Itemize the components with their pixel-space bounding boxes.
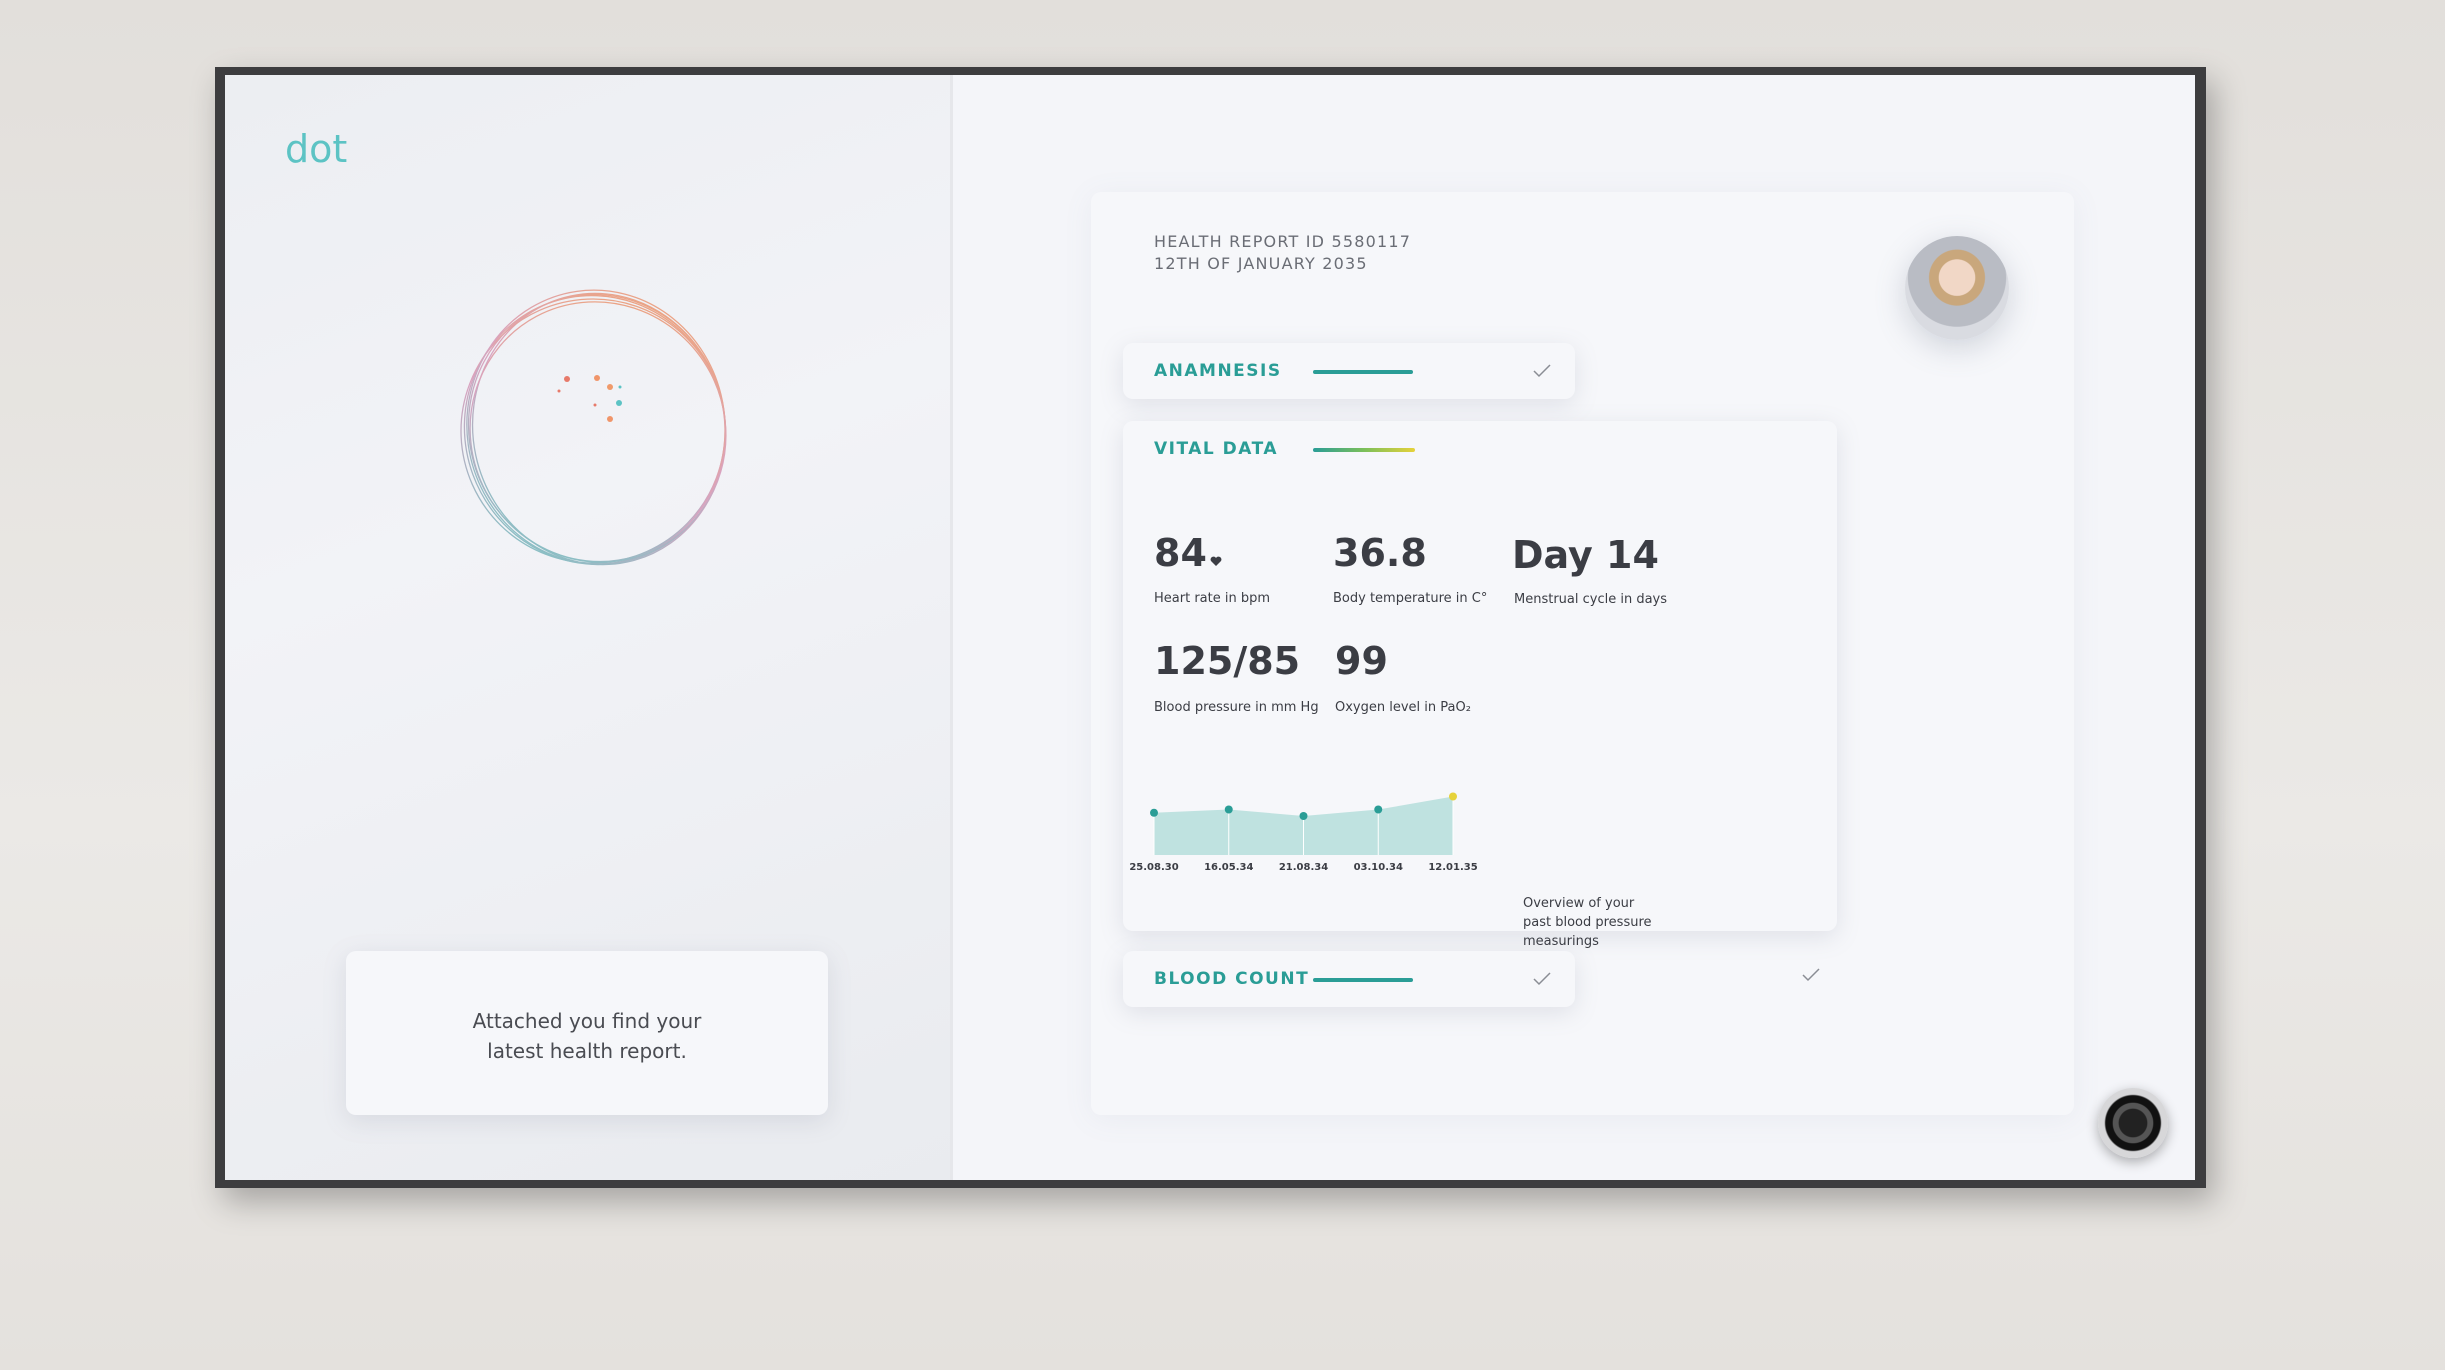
progress-bar xyxy=(1313,978,1413,982)
heart-icon xyxy=(1210,556,1222,566)
x-tick-label: 03.10.34 xyxy=(1354,862,1403,873)
camera xyxy=(2098,1088,2168,1158)
vital-label: Blood pressure in mm Hg xyxy=(1154,700,1319,715)
vital-label: Heart rate in bpm xyxy=(1154,591,1271,606)
check-icon xyxy=(1533,972,1551,986)
report-id: HEALTH REPORT ID 5580117 xyxy=(1154,232,1412,251)
progress-bar xyxy=(1313,370,1413,374)
chart-caption: Overview of your past blood pressure mea… xyxy=(1523,894,1652,951)
check-icon xyxy=(1533,364,1551,378)
vital-label: Oxygen level in PaO₂ xyxy=(1335,700,1471,715)
vital-label: Menstrual cycle in days xyxy=(1514,592,1668,607)
caption-line: Overview of your xyxy=(1523,896,1635,911)
point xyxy=(1299,812,1308,820)
x-tick-label: 12.01.35 xyxy=(1428,862,1477,873)
section-title: BLOOD COUNT xyxy=(1154,969,1310,989)
message-line: Attached you find your xyxy=(472,1009,702,1033)
vital-value: Day 14 xyxy=(1512,533,1659,577)
vital-value: 99 xyxy=(1335,639,1388,683)
vital-label: Body temperature in C° xyxy=(1333,591,1488,606)
caption-line: past blood pressure xyxy=(1523,915,1652,930)
section-row: ANAMNESIS xyxy=(1123,343,1575,399)
point xyxy=(1449,792,1457,801)
point xyxy=(1374,805,1383,814)
section-title: ANAMNESIS xyxy=(1154,361,1282,381)
caption-line: measurings xyxy=(1523,934,1599,949)
vital-value: 125/85 xyxy=(1154,639,1301,683)
vital-value: 84 xyxy=(1154,531,1207,575)
x-tick-label: 16.05.34 xyxy=(1204,862,1253,873)
section-row: BLOOD COUNT xyxy=(1123,951,1575,1007)
logo: dot xyxy=(285,127,348,171)
message-card: Attached you find your latest health rep… xyxy=(346,951,828,1115)
report-date: 12TH OF JANUARY 2035 xyxy=(1154,254,1368,273)
section-title: VITAL DATA xyxy=(1154,439,1279,459)
message-line: latest health report. xyxy=(487,1039,687,1063)
vital-value: 36.8 xyxy=(1333,531,1427,575)
blood-pressure-chart: 25.08.30 16.05.34 21.08.34 03.10.34 12.01.35 xyxy=(1129,792,1478,873)
progress-bar xyxy=(1313,448,1415,452)
ring-visual xyxy=(460,289,727,566)
screen: dot Attached you find your latest health… xyxy=(225,75,2195,1180)
avatar xyxy=(1905,236,2009,340)
point xyxy=(1150,808,1158,817)
point xyxy=(1224,805,1233,814)
x-tick-label: 21.08.34 xyxy=(1279,862,1328,873)
x-tick-label: 25.08.30 xyxy=(1129,862,1178,873)
vital-card: VITAL DATA 84 Heart rate in bpm 36.8 Bod… xyxy=(1123,421,1837,982)
check-icon xyxy=(1802,968,1820,982)
